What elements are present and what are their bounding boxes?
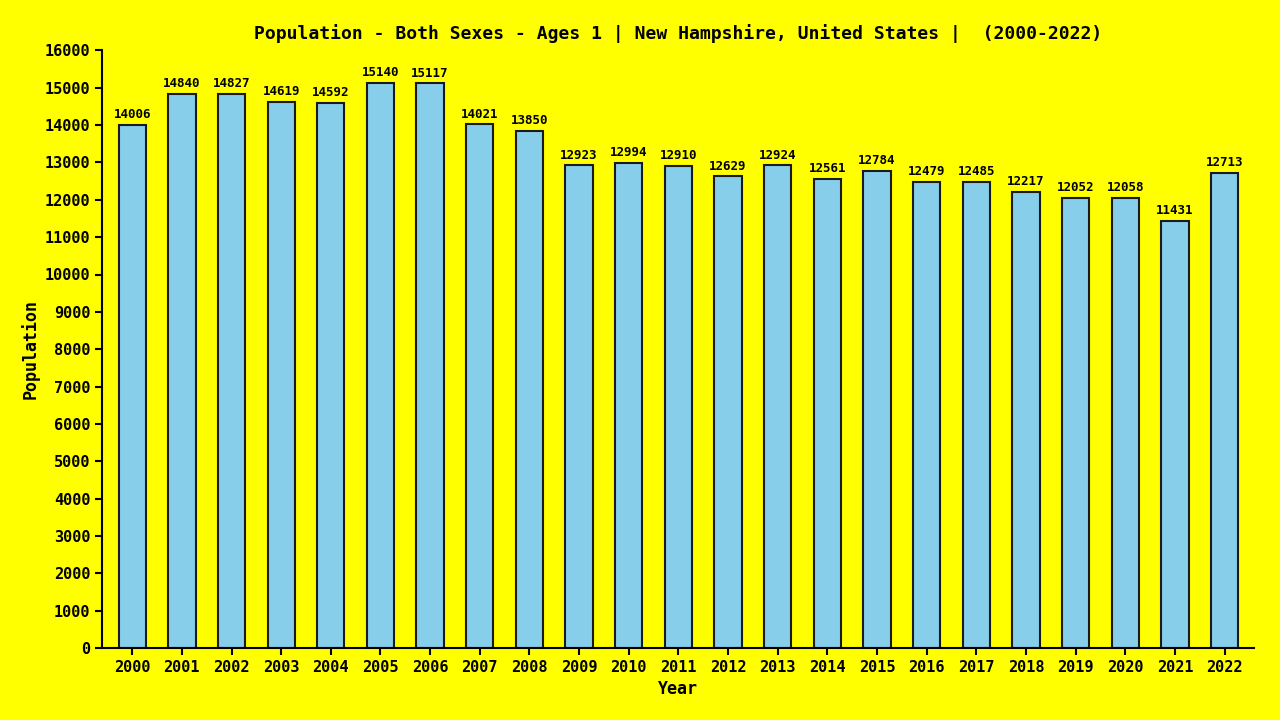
Bar	[466, 125, 493, 648]
Text: 11431: 11431	[1156, 204, 1194, 217]
Bar	[814, 179, 841, 648]
Text: 12629: 12629	[709, 160, 746, 173]
Text: 12784: 12784	[859, 154, 896, 167]
Bar	[1111, 197, 1139, 648]
Text: 12994: 12994	[611, 146, 648, 159]
Bar	[913, 182, 941, 648]
Text: 12052: 12052	[1057, 181, 1094, 194]
Bar	[119, 125, 146, 648]
Bar	[168, 94, 196, 648]
Bar	[1211, 174, 1238, 648]
Title: Population - Both Sexes - Ages 1 | New Hampshire, United States |  (2000-2022): Population - Both Sexes - Ages 1 | New H…	[255, 24, 1102, 43]
Bar	[566, 166, 593, 648]
Bar	[268, 102, 294, 648]
Bar	[864, 171, 891, 648]
Bar	[764, 166, 791, 648]
Bar	[416, 84, 444, 648]
Text: 12924: 12924	[759, 148, 796, 161]
Text: 12485: 12485	[957, 165, 995, 178]
Text: 14619: 14619	[262, 85, 300, 98]
Bar	[317, 103, 344, 648]
Y-axis label: Population: Population	[20, 300, 40, 399]
Bar	[1012, 192, 1039, 648]
X-axis label: Year: Year	[658, 680, 699, 698]
Text: 12713: 12713	[1206, 156, 1243, 169]
Text: 14592: 14592	[312, 86, 349, 99]
Bar	[516, 131, 543, 648]
Text: 14840: 14840	[163, 77, 201, 90]
Bar	[1161, 221, 1189, 648]
Bar	[714, 176, 741, 648]
Bar	[1062, 198, 1089, 648]
Text: 15117: 15117	[411, 67, 449, 80]
Text: 12479: 12479	[908, 165, 946, 178]
Text: 14827: 14827	[212, 78, 251, 91]
Text: 12561: 12561	[809, 162, 846, 175]
Bar	[963, 181, 989, 648]
Text: 12058: 12058	[1106, 181, 1144, 194]
Bar	[664, 166, 692, 648]
Text: 14006: 14006	[114, 108, 151, 121]
Text: 15140: 15140	[362, 66, 399, 78]
Text: 14021: 14021	[461, 107, 498, 120]
Text: 12217: 12217	[1007, 175, 1044, 188]
Text: 12910: 12910	[659, 149, 698, 162]
Bar	[218, 94, 246, 648]
Text: 12923: 12923	[561, 148, 598, 161]
Text: 13850: 13850	[511, 114, 548, 127]
Bar	[367, 83, 394, 648]
Bar	[616, 163, 643, 648]
